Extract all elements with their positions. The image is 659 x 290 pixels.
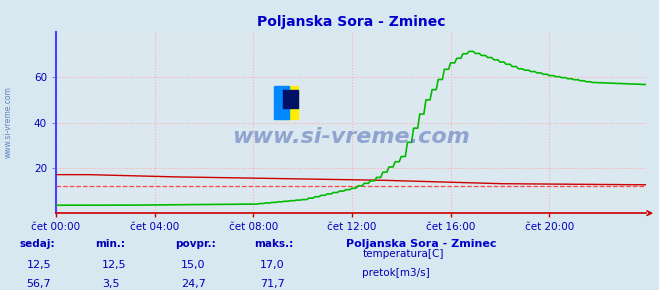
Text: min.:: min.: — [96, 239, 126, 249]
Text: temperatura[C]: temperatura[C] — [362, 249, 444, 259]
Text: 17,0: 17,0 — [260, 260, 285, 269]
Text: www.si-vreme.com: www.si-vreme.com — [3, 86, 13, 158]
Title: Poljanska Sora - Zminec: Poljanska Sora - Zminec — [256, 15, 445, 29]
Text: 15,0: 15,0 — [181, 260, 206, 269]
Text: sedaj:: sedaj: — [20, 239, 55, 249]
Bar — [274, 86, 289, 119]
Text: 3,5: 3,5 — [102, 279, 120, 289]
Text: 71,7: 71,7 — [260, 279, 285, 289]
Text: 12,5: 12,5 — [26, 260, 51, 269]
Text: 12,5: 12,5 — [102, 260, 127, 269]
Text: Poljanska Sora - Zminec: Poljanska Sora - Zminec — [346, 239, 496, 249]
Bar — [283, 86, 298, 119]
Text: povpr.:: povpr.: — [175, 239, 215, 249]
Text: www.si-vreme.com: www.si-vreme.com — [232, 127, 470, 147]
Text: pretok[m3/s]: pretok[m3/s] — [362, 268, 430, 278]
Bar — [283, 90, 298, 108]
Text: maks.:: maks.: — [254, 239, 293, 249]
Text: 24,7: 24,7 — [181, 279, 206, 289]
Text: 56,7: 56,7 — [26, 279, 51, 289]
